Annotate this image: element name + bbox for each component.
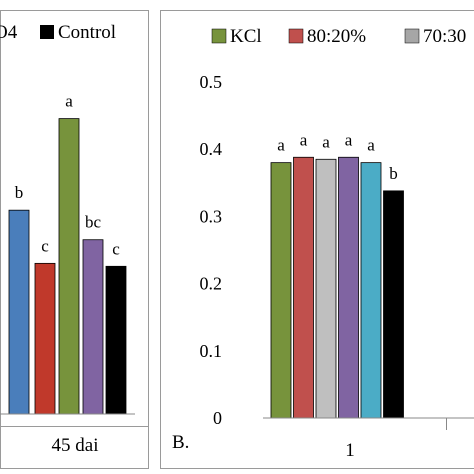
panel-b-ytick-label: 0.1 xyxy=(200,341,223,361)
panel-a-bar-letter-3: bc xyxy=(85,213,102,232)
panel-a-frame xyxy=(0,10,149,469)
panel-b-bar-0 xyxy=(270,162,292,419)
panel-b-bar-letter-0: a xyxy=(277,136,285,155)
panel-a-category-label: 45 dai xyxy=(52,435,99,456)
legend-swatch-b-2 xyxy=(404,28,420,44)
legend-label-b-0: KCl xyxy=(230,26,262,47)
panel-a-bar-0 xyxy=(8,209,30,415)
panel-a-bar-letter-4: c xyxy=(112,239,120,258)
legend-label-a-1: Control xyxy=(58,22,116,43)
panel-b-label: B. xyxy=(172,432,189,453)
panel-a-bar-1 xyxy=(34,262,56,415)
panel-a-bar-letter-0: b xyxy=(15,183,24,202)
panel-b-plot: 00.10.20.30.40.5a a a a ab xyxy=(200,72,404,428)
legend-swatch-b-1 xyxy=(288,28,304,44)
panel-b-bar-letter-1: a xyxy=(300,130,308,149)
panel-a-bar-letter-1: c xyxy=(41,236,49,255)
panel-b-category-label: 1 xyxy=(345,440,355,461)
panel-a-bar-letter-2: a xyxy=(65,92,73,111)
panel-b-ytick-label: 0.2 xyxy=(200,274,223,294)
panel-b-bar-2 xyxy=(315,158,337,419)
panel-a-bar-3 xyxy=(82,239,104,415)
panel-b-frame xyxy=(160,10,474,469)
panel-a-bar-4 xyxy=(105,265,127,415)
panel-b-ytick-label: 0.5 xyxy=(200,72,223,92)
legend-label-b-2: 70:30 xyxy=(423,26,466,47)
panel-b-ytick-label: 0 xyxy=(213,408,222,428)
panel-b-bar-3 xyxy=(338,156,359,419)
panel-b-bar-5 xyxy=(383,190,404,419)
legend-label-a-0: O4 xyxy=(0,22,18,43)
panel-b-ytick-label: 0.4 xyxy=(200,139,223,159)
panel-a-bar-2 xyxy=(58,118,80,415)
panel-b-legend: KCl 80:20% 70:30 xyxy=(211,26,466,47)
legend-label-b-1: 80:20% xyxy=(307,26,366,47)
panel-b-bar-1 xyxy=(293,156,314,419)
panel-b-ytick-label: 0.3 xyxy=(200,206,223,226)
panel-b-bar-letter-2: a xyxy=(322,132,330,151)
panel-b-bar-4 xyxy=(360,162,382,419)
panel-a-legend: O4 Control xyxy=(0,22,116,43)
panel-b-bar-letter-3: a xyxy=(345,130,353,149)
panel-b-bar-letter-4: a xyxy=(367,136,375,155)
panel-b-bar-letter-5: b xyxy=(389,164,398,183)
legend-swatch-b-0 xyxy=(211,28,227,44)
legend-swatch-a-1 xyxy=(40,25,54,39)
